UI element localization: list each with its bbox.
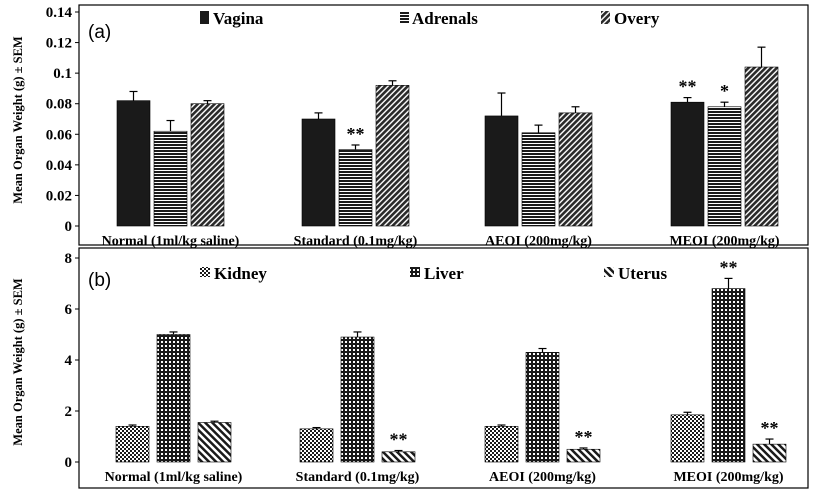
legend-swatch-kidney [200,267,210,277]
bar-adrenals-meoi-200mg-kg [707,106,742,227]
bar-overy-normal-1ml-kg-saline [190,103,225,227]
legend-swatch-adrenals [400,11,409,24]
panel-a-y-tick-label: 0.06 [46,127,73,143]
panel-b-y-tick-label: 2 [65,404,73,420]
bar-kidney-aeoi-200mg-kg [484,425,519,463]
legend-label-vagina: Vagina [213,9,264,28]
panel-a-y-ticks: 0 0.02 0.04 0.06 0.08 0.1 0.12 0.14 [46,5,79,235]
bar-kidney-normal-1ml-kg-saline [115,425,150,463]
legend-swatch-liver [410,267,420,277]
bar-vagina-meoi-200mg-kg [670,101,705,227]
bar-uterus-normal-1ml-kg-saline [197,422,232,463]
significance-marker: * [720,81,729,101]
panel-a-bars: **** * [116,46,779,227]
panel-b-label: (b) [88,270,111,291]
panel-b-y-ticks: 0 2 4 6 8 [65,251,79,471]
panel-a-y-tick-label: 0.1 [53,66,72,82]
bar-kidney-meoi-200mg-kg [670,414,705,463]
bar-overy-aeoi-200mg-kg [558,112,593,227]
bar-vagina-normal-1ml-kg-saline [116,100,151,227]
bar-liver-meoi-200mg-kg [711,288,746,463]
panel-a-x-label-aeoi-200mg-kg: AEOI (200mg/kg) [485,234,592,249]
panel-b-x-label-normal-1ml-kg-saline: Normal (1ml/kg saline) [105,470,243,485]
bar-vagina-aeoi-200mg-kg [484,115,519,227]
bar-vagina-standard-0-1mg-kg [301,118,336,227]
bar-adrenals-standard-0-1mg-kg [338,149,373,227]
panel-a-x-label-normal-1ml-kg-saline: Normal (1ml/kg saline) [102,234,240,249]
legend-label-uterus: Uterus [618,264,667,283]
panel-a-x-label-standard-0-1mg-kg: Standard (0.1mg/kg) [294,234,418,249]
bar-liver-standard-0-1mg-kg [340,336,375,463]
panel-b-y-tick-label: 0 [65,455,73,471]
legend-label-overy: Overy [614,9,660,28]
legend-label-adrenals: Adrenals [412,9,478,28]
panel-a-y-tick-label: 0.08 [46,97,72,113]
bar-liver-aeoi-200mg-kg [525,352,560,463]
panel-a-y-tick-label: 0.02 [46,188,72,204]
significance-marker: ** [720,257,738,277]
legend-label-liver: Liver [424,264,464,283]
panel-a-frame [78,4,809,246]
significance-marker: ** [347,124,365,144]
panel-a-y-tick-label: 0.12 [46,36,72,52]
panel-a-y-axis-label: Mean Organ Weight (g) ± SEM [11,36,25,204]
panel-b-x-label-standard-0-1mg-kg: Standard (0.1mg/kg) [296,470,420,485]
panel-a-x-labels: Normal (1ml/kg saline) Standard (0.1mg/kg… [102,234,780,249]
panel-b-y-tick-label: 8 [65,251,73,267]
bar-liver-normal-1ml-kg-saline [156,334,191,463]
panel-b-y-tick-label: 4 [65,353,73,369]
bar-overy-meoi-200mg-kg [744,66,779,227]
legend-swatch-overy [601,11,610,24]
bar-kidney-standard-0-1mg-kg [299,428,334,463]
bar-uterus-aeoi-200mg-kg [566,448,601,463]
panel-a-x-label-meoi-200mg-kg: MEOI (200mg/kg) [669,234,779,249]
legend-label-kidney: Kidney [214,264,267,283]
panel-b-frame [78,247,809,489]
panel-a-y-tick-label: 0.14 [46,5,73,21]
significance-marker: ** [761,418,779,438]
significance-marker: ** [390,430,408,450]
bar-uterus-standard-0-1mg-kg [381,451,416,463]
panel-b-x-labels: Normal (1ml/kg saline) Standard (0.1mg/kg… [105,470,784,485]
panel-b-y-tick-label: 6 [65,302,73,318]
panel-a-label: (a) [88,22,111,43]
legend-swatch-uterus [604,267,614,277]
panel-b-x-label-meoi-200mg-kg: MEOI (200mg/kg) [673,470,783,485]
legend-swatch-vagina [200,11,209,24]
bar-overy-standard-0-1mg-kg [375,85,410,227]
panel-a-y-tick-label: 0.04 [46,158,73,174]
significance-marker: ** [575,427,593,447]
panel-b-x-label-aeoi-200mg-kg: AEOI (200mg/kg) [489,470,596,485]
bar-adrenals-aeoi-200mg-kg [521,132,556,227]
panel-a-y-tick-label: 0 [65,219,73,235]
significance-marker: ** [679,77,697,97]
panel-a: (a) Mean Organ Weight (g) ± SEM 0 0.02 0.0… [11,4,809,249]
panel-b-bars: ** ** ** ** [115,257,787,463]
panel-b-legend: Kidney Liver Uterus [200,264,667,283]
bar-uterus-meoi-200mg-kg [752,443,787,463]
panel-a-legend: Vagina Adrenals Overy [200,9,660,28]
bar-adrenals-normal-1ml-kg-saline [153,130,188,227]
panel-b-y-axis-label: Mean Organ Weight (g) ± SEM [11,278,25,446]
panel-b: (b) Mean Organ Weight (g) ± SEM 0 2 4 6 8 **… [11,247,809,489]
